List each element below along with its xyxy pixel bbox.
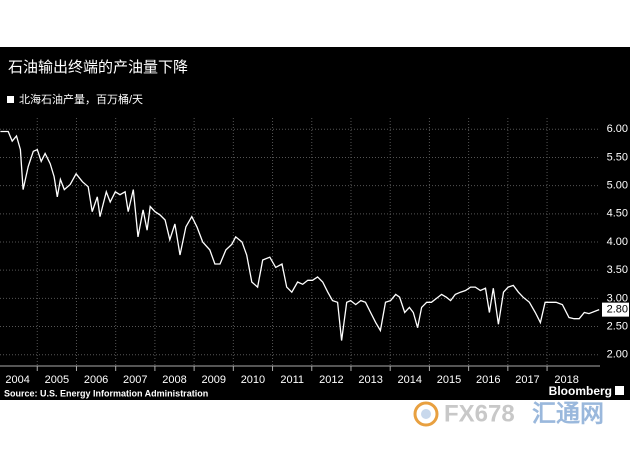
y-tick-label: 5.50	[607, 151, 628, 163]
x-tick-label: 2011	[280, 374, 304, 386]
watermark-logo-core	[421, 409, 431, 419]
legend-swatch	[7, 96, 14, 103]
end-label-box	[602, 302, 629, 317]
watermark-logo	[413, 401, 439, 427]
x-tick-label: 2006	[84, 374, 108, 386]
legend-label: 北海石油产量，百万桶/天	[19, 92, 143, 106]
x-tick-label: 2007	[123, 374, 147, 386]
source: Source: U.S. Energy Information Administ…	[4, 388, 208, 398]
chart-background	[0, 47, 630, 400]
data-line	[0, 130, 600, 341]
x-tick-label: 2008	[162, 374, 186, 386]
y-tick-label: 4.50	[607, 208, 628, 220]
y-tick-label: 3.50	[607, 264, 628, 276]
y-tick-label: 6.00	[607, 123, 628, 135]
brand-icon	[615, 386, 624, 395]
x-tick-label: 2015	[437, 374, 461, 386]
brand: Bloomberg	[549, 384, 612, 398]
y-tick-label: 2.00	[607, 349, 628, 361]
x-tick-label: 2012	[319, 374, 343, 386]
x-tick-label: 2014	[398, 374, 422, 386]
watermark-name: 汇通网	[532, 400, 604, 427]
x-tick-label: 2013	[358, 374, 382, 386]
x-tick-label: 2004	[5, 374, 29, 386]
x-tick-label: 2009	[201, 374, 225, 386]
x-tick-label: 2017	[515, 374, 539, 386]
watermark-brand: FX678	[444, 400, 515, 427]
y-tick-label: 4.00	[607, 236, 628, 248]
x-tick-label: 2016	[476, 374, 500, 386]
x-tick-label: 2005	[45, 374, 69, 386]
x-tick-label: 2018	[554, 374, 578, 386]
y-tick-label: 5.00	[607, 180, 628, 192]
end-label: 2.80	[607, 304, 628, 316]
x-tick-label: 2010	[241, 374, 265, 386]
y-tick-label: 3.00	[607, 292, 628, 304]
chart-title: 石油输出终端的产油量下降	[8, 59, 188, 76]
y-tick-label: 2.50	[607, 320, 628, 332]
